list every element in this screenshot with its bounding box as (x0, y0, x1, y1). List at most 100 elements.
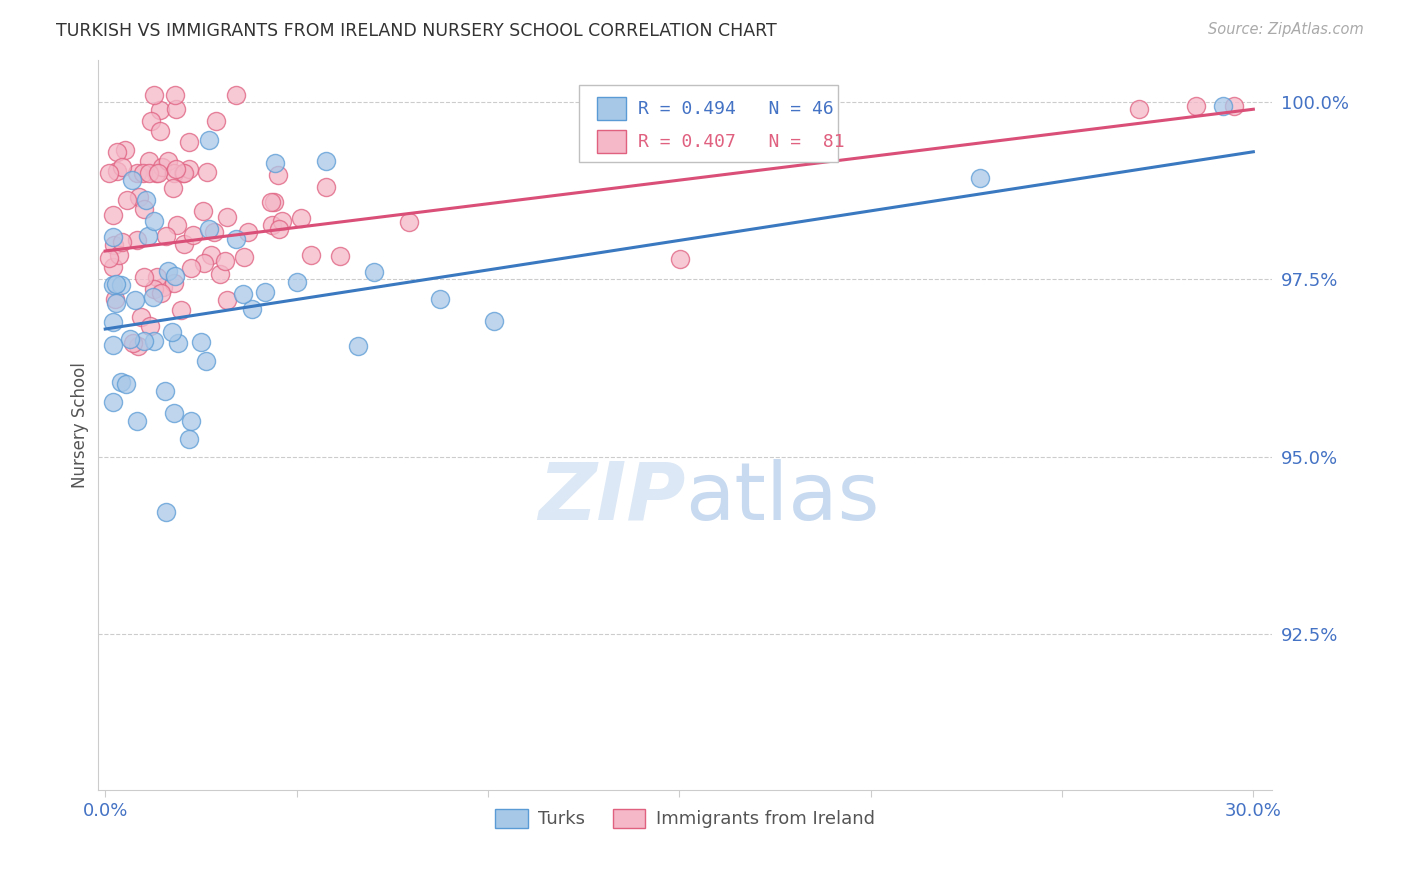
Point (193, 256, 215, 270)
Point (160, 325, 183, 339)
Point (263, 194, 285, 209)
Text: TURKISH VS IMMIGRANTS FROM IRELAND NURSERY SCHOOL CORRELATION CHART: TURKISH VS IMMIGRANTS FROM IRELAND NURSE… (56, 22, 778, 40)
Point (145, 270, 167, 285)
Point (101, 229, 124, 244)
Bar (598, 97, 626, 120)
Point (132, 202, 155, 217)
Point (146, 166, 169, 180)
Point (329, 248, 352, 262)
Point (127, 339, 149, 353)
Point (114, 377, 136, 392)
Point (172, 166, 194, 180)
Point (214, 254, 236, 268)
Point (167, 335, 190, 350)
Point (98, 166, 121, 180)
Point (98, 252, 121, 266)
Point (1223, 98, 1246, 112)
Point (285, 275, 308, 289)
Point (299, 248, 322, 262)
Point (101, 394, 124, 409)
Point (142, 289, 165, 303)
Point (135, 193, 157, 207)
Legend: Turks, Immigrants from Ireland: Turks, Immigrants from Ireland (488, 802, 882, 836)
Point (177, 432, 200, 446)
Point (138, 166, 160, 180)
Point (155, 384, 177, 398)
Point (149, 286, 172, 301)
Text: Source: ZipAtlas.com: Source: ZipAtlas.com (1208, 22, 1364, 37)
Point (143, 334, 166, 348)
Point (225, 231, 247, 245)
Point (233, 250, 256, 264)
Point (143, 88, 166, 103)
Point (114, 143, 136, 157)
Point (398, 215, 420, 229)
Point (262, 219, 284, 233)
Point (263, 155, 285, 169)
Point (240, 301, 263, 316)
Point (149, 123, 172, 137)
Point (145, 166, 167, 180)
Point (118, 332, 141, 346)
Point (315, 180, 337, 194)
Point (225, 88, 247, 103)
Point (163, 166, 186, 180)
Point (105, 296, 128, 310)
Point (163, 268, 186, 283)
Point (170, 302, 193, 317)
Point (101, 315, 124, 329)
Point (197, 222, 219, 236)
Point (195, 353, 218, 368)
Point (134, 269, 156, 284)
Point (669, 252, 692, 266)
Text: R = 0.407   N =  81: R = 0.407 N = 81 (638, 133, 845, 151)
Point (232, 287, 254, 301)
Y-axis label: Nursery School: Nursery School (72, 362, 89, 488)
Point (152, 279, 174, 293)
Text: R = 0.494   N = 46: R = 0.494 N = 46 (638, 100, 834, 118)
Point (155, 229, 177, 244)
Point (155, 505, 177, 519)
Point (122, 335, 145, 350)
Point (180, 414, 202, 428)
Point (104, 292, 127, 306)
Point (260, 194, 283, 209)
Point (183, 227, 205, 242)
Point (142, 282, 165, 296)
Point (117, 193, 139, 207)
Point (142, 214, 165, 228)
Point (105, 145, 128, 159)
Point (149, 103, 172, 117)
Point (125, 166, 148, 180)
Point (110, 278, 132, 293)
Point (173, 166, 195, 180)
Point (125, 233, 148, 247)
Point (429, 293, 451, 307)
Point (156, 264, 179, 278)
Point (969, 171, 991, 186)
Point (177, 135, 200, 149)
Point (215, 293, 238, 308)
Point (215, 210, 238, 224)
Point (162, 180, 184, 194)
Point (163, 406, 186, 420)
Point (267, 221, 290, 235)
Point (138, 229, 160, 244)
Point (111, 160, 134, 174)
Point (132, 334, 155, 348)
Point (180, 261, 202, 276)
Point (253, 285, 276, 300)
Point (101, 278, 124, 293)
Point (315, 153, 337, 168)
Point (141, 113, 163, 128)
Point (150, 161, 173, 175)
Point (128, 190, 150, 204)
Point (1212, 98, 1234, 112)
Point (124, 293, 146, 307)
Point (193, 204, 215, 219)
Point (101, 260, 124, 274)
Point (139, 318, 162, 333)
Point (111, 235, 134, 249)
Point (163, 88, 186, 103)
Point (482, 314, 505, 328)
